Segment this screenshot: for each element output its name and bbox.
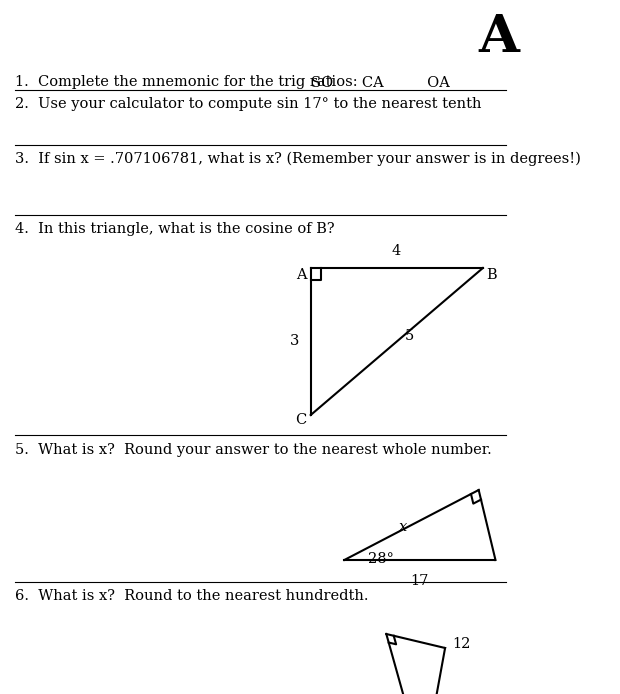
Text: SO__   CA__   __OA: SO__ CA__ __OA [311, 75, 450, 90]
Text: 12: 12 [452, 637, 470, 651]
Text: 2.  Use your calculator to compute sin 17° to the nearest tenth: 2. Use your calculator to compute sin 17… [15, 97, 482, 111]
Text: 28°: 28° [368, 552, 394, 566]
Text: 5: 5 [405, 329, 414, 343]
Text: 3.  If sin x = .707106781, what is x? (Remember your answer is in degrees!): 3. If sin x = .707106781, what is x? (Re… [15, 152, 581, 167]
Text: C: C [296, 413, 307, 427]
Text: 1.  Complete the mnemonic for the trig ratios:: 1. Complete the mnemonic for the trig ra… [15, 75, 358, 89]
Text: A: A [479, 12, 520, 63]
Text: 4.  In this triangle, what is the cosine of B?: 4. In this triangle, what is the cosine … [15, 222, 335, 236]
Text: A: A [296, 268, 306, 282]
Text: x: x [399, 520, 407, 534]
Text: 6.  What is x?  Round to the nearest hundredth.: 6. What is x? Round to the nearest hundr… [15, 589, 369, 603]
Text: 3: 3 [290, 334, 299, 348]
Text: B: B [486, 268, 497, 282]
Text: 5.  What is x?  Round your answer to the nearest whole number.: 5. What is x? Round your answer to the n… [15, 443, 492, 457]
Text: 17: 17 [410, 574, 429, 588]
Text: 4: 4 [392, 244, 401, 258]
